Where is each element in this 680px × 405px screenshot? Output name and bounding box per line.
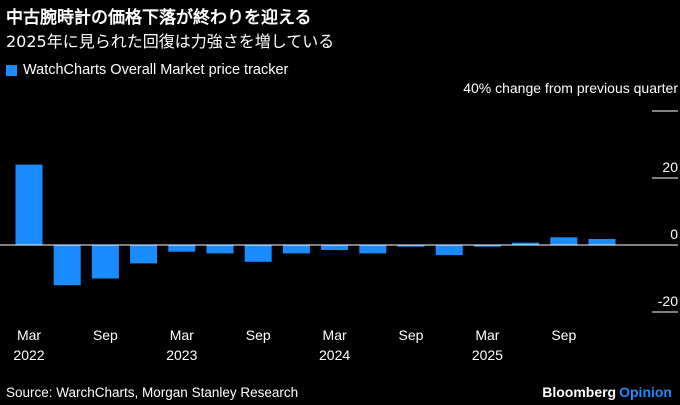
bar-2023-06 bbox=[206, 245, 234, 254]
y-tick-label: -20 bbox=[658, 293, 678, 309]
legend-swatch bbox=[6, 64, 17, 76]
source-note: Source: WarchCharts, Morgan Stanley Rese… bbox=[6, 385, 299, 400]
bar-2022-06 bbox=[53, 245, 81, 286]
bar-2025-12 bbox=[588, 239, 616, 245]
x-tick-label: Mar bbox=[17, 327, 41, 343]
bar-2022-12 bbox=[130, 245, 158, 264]
x-tick-label: Sep bbox=[399, 327, 424, 343]
legend: WatchCharts Overall Market price tracker bbox=[6, 62, 288, 78]
bar-2022-09 bbox=[91, 245, 119, 279]
x-tick-year-label: 2024 bbox=[319, 347, 350, 363]
bar-2024-03 bbox=[321, 245, 349, 250]
y-axis-label: 40% change from previous quarter bbox=[463, 80, 678, 96]
x-tick-year-label: 2023 bbox=[166, 347, 197, 363]
label-layer: 20 0 -20 40% change from previous quarter Ma… bbox=[13, 80, 678, 363]
x-tick-label: Mar bbox=[170, 327, 194, 343]
y-tick-label: 0 bbox=[670, 226, 678, 242]
bar-2022-03 bbox=[15, 164, 43, 245]
bar-2025-06 bbox=[512, 242, 540, 245]
legend-label: WatchCharts Overall Market price tracker bbox=[23, 62, 289, 78]
x-tick-label: Sep bbox=[246, 327, 271, 343]
y-tick-label: 20 bbox=[662, 159, 678, 175]
bar-2023-09 bbox=[244, 245, 272, 262]
brand-logo: Bloomberg Opinion bbox=[542, 384, 672, 400]
bars-layer bbox=[15, 164, 616, 286]
bar-2023-12 bbox=[282, 245, 310, 254]
bar-2024-12 bbox=[435, 245, 463, 256]
x-tick-label: Sep bbox=[93, 327, 118, 343]
axis-layer bbox=[0, 110, 678, 313]
bar-2024-06 bbox=[359, 245, 387, 254]
bar-2025-03 bbox=[473, 245, 501, 247]
bar-2025-09 bbox=[550, 237, 578, 245]
bar-2024-09 bbox=[397, 245, 425, 247]
x-tick-year-label: 2025 bbox=[472, 347, 503, 363]
chart-subtitle: 2025年に見られた回復は力強さを増している bbox=[6, 32, 335, 51]
bar-2023-03 bbox=[168, 245, 196, 252]
x-tick-label: Mar bbox=[475, 327, 499, 343]
x-tick-year-label: 2022 bbox=[13, 347, 44, 363]
brand-suffix: Opinion bbox=[619, 384, 672, 400]
brand-name: Bloomberg bbox=[542, 384, 617, 400]
x-tick-label: Sep bbox=[551, 327, 576, 343]
x-tick-label: Mar bbox=[323, 327, 347, 343]
chart-title: 中古腕時計の価格下落が終わりを迎える bbox=[6, 8, 312, 28]
